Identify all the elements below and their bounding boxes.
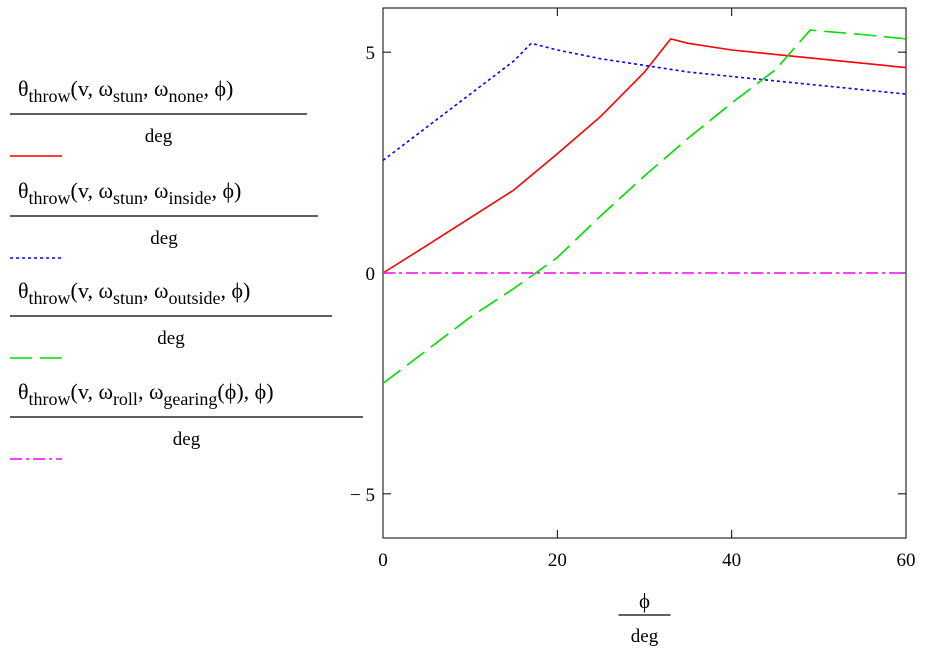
- y-tick-label: 5: [366, 43, 376, 64]
- legend-item-3: θthrow(v, ωstun, ωoutside, ϕ) deg: [10, 278, 332, 359]
- x-label-denominator: deg: [631, 626, 659, 647]
- series-line-1: [382, 37, 907, 274]
- series-line-2: [382, 42, 907, 162]
- legend-label: θthrow(v, ωroll, ωgearing(ϕ), ϕ): [18, 379, 274, 409]
- legend-denominator: deg: [145, 126, 173, 147]
- series-line-3: [382, 29, 907, 385]
- legend-denominator: deg: [150, 228, 178, 249]
- x-tick-label: 40: [722, 550, 741, 571]
- legend-label: θthrow(v, ωstun, ωoutside, ϕ): [18, 278, 250, 308]
- legend-denominator: deg: [173, 429, 201, 450]
- legend-denominator: deg: [157, 328, 185, 349]
- legend-label: θthrow(v, ωstun, ωnone, ϕ): [18, 76, 233, 106]
- x-label-numerator: ϕ: [639, 589, 650, 613]
- legend-item-2: θthrow(v, ωstun, ωinside, ϕ) deg: [10, 178, 318, 259]
- x-tick-label: 0: [378, 550, 388, 571]
- x-axis-label: ϕ deg: [618, 589, 671, 647]
- axis-ticks: 0 20 40 60 5 0 − 5: [350, 8, 916, 571]
- legend-item-4: θthrow(v, ωroll, ωgearing(ϕ), ϕ) deg: [10, 379, 363, 460]
- y-tick-label: − 5: [350, 485, 375, 506]
- series-lines: [382, 29, 907, 385]
- legend-item-1: θthrow(v, ωstun, ωnone, ϕ) deg: [10, 76, 307, 157]
- legend-label: θthrow(v, ωstun, ωinside, ϕ): [18, 178, 241, 208]
- y-tick-label: 0: [366, 264, 376, 285]
- x-tick-label: 60: [897, 550, 916, 571]
- x-tick-label: 20: [548, 550, 567, 571]
